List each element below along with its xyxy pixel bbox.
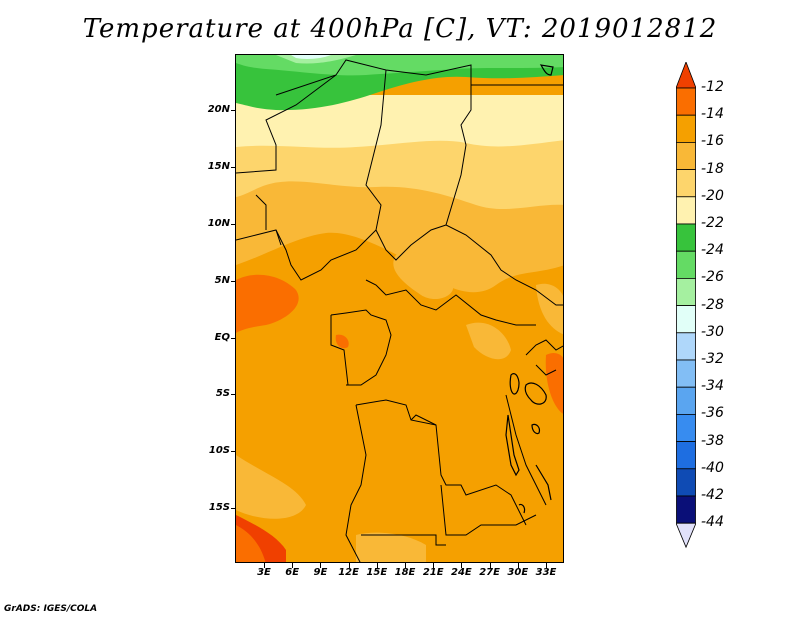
- lat-label-5s: 5S: [215, 388, 230, 399]
- country-borders: [236, 59, 563, 562]
- lat-label-20n: 20N: [207, 104, 230, 115]
- field-warm-sw-core: [236, 525, 266, 562]
- lat-label-15s: 15S: [208, 502, 230, 513]
- lat-label-5n: 5N: [214, 275, 230, 286]
- colorbar-swatch: [676, 305, 696, 334]
- lon-tick: [546, 563, 547, 568]
- colorbar-label: -38: [701, 432, 724, 449]
- colorbar-swatch: [676, 223, 696, 252]
- colorbar-swatch: [676, 413, 696, 442]
- lon-label-12e: 12E: [338, 567, 359, 578]
- colorbar-label: -24: [701, 242, 724, 259]
- colorbar-swatch: [676, 114, 696, 143]
- colorbar-swatch: [676, 359, 696, 388]
- colorbar-label: -32: [701, 351, 724, 367]
- field-patch-sw: [236, 455, 306, 519]
- lon-label-6e: 6E: [285, 567, 300, 578]
- colorbar-label: -16: [701, 133, 724, 150]
- field-patch-central: [393, 251, 454, 300]
- colorbar-label: -40: [701, 459, 724, 476]
- lakes: [505, 64, 554, 514]
- lon-tick: [405, 563, 406, 568]
- colorbar-swatch: [676, 169, 696, 198]
- colorbar-label: -22: [701, 215, 724, 231]
- lon-label-18e: 18E: [394, 567, 416, 578]
- map-panel: [235, 54, 564, 563]
- lon-label-24e: 24E: [451, 567, 472, 578]
- lat-tick: [231, 394, 236, 395]
- colorbar-label: -18: [701, 160, 724, 177]
- lon-tick: [517, 563, 519, 568]
- lon-label-33e: 33E: [535, 567, 557, 578]
- map-title: Temperature at 400hPa [C], VT: 201901281…: [82, 14, 718, 44]
- lat-tick: [231, 451, 236, 452]
- colorbar-label: -14: [701, 106, 724, 123]
- colorbar-swatch: [676, 277, 696, 306]
- colorbar-swatch: [676, 332, 696, 361]
- lon-tick: [320, 563, 322, 568]
- field-warm-west: [236, 274, 299, 333]
- field-patch-south: [356, 532, 426, 562]
- colorbar-swatch: [676, 468, 696, 497]
- colorbar-label: -36: [701, 405, 724, 422]
- grads-credit: GrADS: IGES/COLA: [4, 604, 98, 614]
- lon-tick: [264, 563, 265, 568]
- lon-label-21e: 21E: [422, 567, 444, 578]
- lon-label-27e: 27E: [479, 567, 500, 578]
- lat-tick: [231, 224, 236, 225]
- lat-label-15n: 15N: [207, 161, 230, 172]
- colorbar-swatch: [676, 142, 696, 171]
- field-patch-east: [466, 322, 511, 360]
- lat-tick: [231, 508, 236, 509]
- colorbar-label: -20: [701, 187, 724, 204]
- field-warm-east: [545, 353, 563, 414]
- lat-tick: [231, 338, 236, 339]
- field-pale-yellow: [236, 95, 563, 148]
- lon-label-30e: 30E: [507, 567, 529, 578]
- lon-tick: [433, 563, 435, 568]
- colorbar-label: -44: [701, 514, 724, 531]
- lon-tick: [489, 563, 491, 568]
- colorbar-label: -42: [701, 487, 724, 503]
- colorbar-swatch: [676, 441, 696, 470]
- lon-tick: [292, 563, 294, 568]
- colorbar: [676, 62, 696, 549]
- colorbar-bottom-arrow: [676, 522, 696, 549]
- lon-label-9e: 9E: [313, 567, 328, 578]
- colorbar-label: -30: [701, 323, 724, 340]
- lat-tick: [231, 281, 236, 282]
- colorbar-label: -12: [701, 79, 724, 95]
- lat-label-10s: 10S: [208, 445, 230, 456]
- lat-tick: [231, 110, 236, 111]
- colorbar-label: -26: [701, 269, 724, 286]
- lon-tick: [376, 563, 378, 568]
- colorbar-swatch: [676, 87, 696, 116]
- colorbar-label: -34: [701, 378, 724, 395]
- colorbar-top-arrow: [676, 62, 696, 89]
- lon-label-15e: 15E: [366, 567, 388, 578]
- temperature-field: [236, 55, 563, 562]
- lon-tick: [461, 563, 463, 568]
- colorbar-swatch: [676, 196, 696, 225]
- field-cyan: [291, 55, 331, 59]
- colorbar-swatch: [676, 250, 696, 279]
- lat-label-10n: 10N: [207, 218, 230, 229]
- lat-label-eq: EQ: [214, 332, 230, 343]
- lat-tick: [231, 167, 236, 168]
- colorbar-swatch: [676, 495, 696, 524]
- lon-label-3e: 3E: [257, 567, 271, 578]
- colorbar-label: -28: [701, 296, 724, 313]
- field-patch-ne: [536, 283, 563, 335]
- lon-tick: [348, 563, 350, 568]
- colorbar-swatch: [676, 386, 696, 415]
- field-warm-patch: [335, 334, 349, 349]
